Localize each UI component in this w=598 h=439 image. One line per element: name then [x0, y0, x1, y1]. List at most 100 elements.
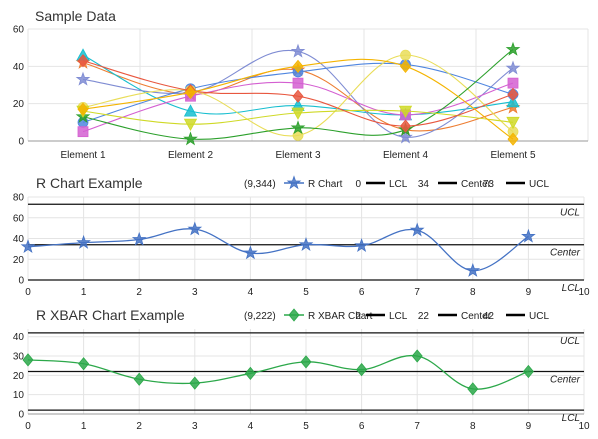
- y-tick-label: 10: [13, 390, 25, 401]
- series-line: [27, 354, 529, 390]
- series-10: [77, 58, 519, 146]
- data-point: [20, 239, 36, 254]
- y-tick-label: 40: [13, 332, 25, 343]
- legend-ucl-value: 73: [483, 179, 495, 190]
- legend-ucl-value: 42: [483, 311, 495, 322]
- x-tick-label: 1: [81, 287, 87, 298]
- y-tick-label: 40: [13, 62, 25, 73]
- legend-center-name: Center: [461, 311, 492, 322]
- y-tick-label: 20: [13, 255, 25, 266]
- data-point: [409, 222, 425, 237]
- r-chart: R Chart Example (9,344) R Chart 0 LCL 34 Cente…: [0, 168, 598, 300]
- x-tick-label: 8: [470, 421, 476, 432]
- data-point: [505, 41, 521, 56]
- x-tick-label: Element 5: [490, 150, 535, 161]
- legend-center-value: 22: [418, 311, 430, 322]
- data-point: [506, 116, 520, 130]
- x-tick-label: Element 2: [168, 150, 213, 161]
- data-point: [183, 104, 198, 117]
- x-tick-label: 2: [136, 421, 142, 432]
- data-point: [398, 105, 413, 118]
- x-tick-label: 1: [81, 421, 87, 432]
- x-tick-label: 7: [414, 421, 420, 432]
- r-chart-lcl-label: LCL: [562, 283, 580, 294]
- legend-point-info: (9,222): [244, 311, 276, 322]
- legend-point-info: (9,344): [244, 179, 276, 190]
- data-point: [183, 118, 198, 132]
- y-tick-label: 40: [13, 234, 25, 245]
- legend-center-name: Center: [461, 179, 492, 190]
- r-chart-center-label: Center: [550, 248, 581, 259]
- r-xbar-chart-series: [22, 349, 534, 396]
- y-tick-label: 20: [13, 99, 25, 110]
- r-xbar-chart-svg: R XBAR Chart Example (9,222) R XBAR Chart2…: [13, 307, 590, 432]
- series-9: [77, 54, 519, 133]
- x-tick-label: 4: [248, 421, 254, 432]
- data-point: [507, 87, 519, 101]
- data-point: [131, 231, 147, 246]
- r-chart-svg: R Chart Example (9,344) R Chart 0 LCL 34 Cente…: [13, 175, 590, 298]
- x-tick-label: 3: [192, 287, 198, 298]
- data-point: [77, 54, 89, 68]
- data-point: [398, 129, 413, 144]
- r-chart-ucl-label: UCL: [560, 207, 580, 218]
- data-point: [506, 94, 520, 108]
- data-point: [244, 366, 256, 381]
- data-point: [292, 89, 304, 103]
- y-tick-label: 60: [13, 213, 25, 224]
- r-xbar-chart: R XBAR Chart Example (9,222) R XBAR Chart 2…: [0, 300, 598, 439]
- data-point: [77, 102, 89, 116]
- data-point: [184, 85, 197, 100]
- x-tick-label: 2: [136, 287, 142, 298]
- x-tick-label: 10: [578, 421, 590, 432]
- legend-series-marker: [288, 308, 300, 322]
- data-point: [291, 107, 305, 120]
- data-point: [187, 221, 203, 236]
- data-point: [292, 59, 304, 73]
- x-tick-label: Element 4: [383, 150, 428, 161]
- data-point: [300, 355, 312, 369]
- data-point: [399, 59, 412, 73]
- y-tick-label: 80: [13, 193, 25, 204]
- data-point: [290, 43, 306, 58]
- legend-ucl-name: UCL: [529, 179, 549, 190]
- data-point: [298, 237, 314, 251]
- x-tick-label: Element 1: [60, 150, 105, 161]
- x-tick-label: 7: [414, 287, 420, 298]
- data-point: [467, 382, 479, 396]
- data-point: [243, 245, 258, 260]
- x-tick-label: 10: [578, 287, 590, 298]
- data-point: [399, 119, 412, 133]
- data-point: [354, 238, 369, 253]
- data-point: [75, 71, 91, 86]
- data-point: [133, 372, 145, 386]
- r-chart-title: R Chart Example: [36, 175, 143, 191]
- legend-ucl-name: UCL: [529, 311, 549, 322]
- x-tick-label: 6: [359, 421, 365, 432]
- sample-data-svg: Sample Data 0 20 40 60 Element 1 Element 2 Elem…: [13, 8, 589, 161]
- data-point: [77, 126, 89, 138]
- r-xbar-chart-center-label: Center: [550, 375, 581, 386]
- r-chart-series: [20, 221, 536, 277]
- x-tick-label: 0: [25, 421, 31, 432]
- x-tick-label: 5: [303, 421, 309, 432]
- data-point: [183, 131, 198, 146]
- chart-title: Sample Data: [35, 8, 116, 24]
- legend-series-marker: [286, 175, 302, 190]
- x-tick-label: 0: [25, 287, 31, 298]
- x-tick-label: 3: [192, 421, 198, 432]
- r-xbar-chart-lcl-label: LCL: [562, 413, 580, 424]
- r-xbar-chart-title: R XBAR Chart Example: [36, 307, 185, 323]
- y-tick-label: 0: [18, 410, 24, 421]
- series-line: [27, 228, 529, 272]
- data-point: [400, 49, 411, 61]
- data-point: [465, 262, 481, 277]
- x-tick-label: 9: [526, 421, 532, 432]
- sample-data-chart: Sample Data 0 20 40 60 Element 1 Element 2 Elem…: [0, 0, 598, 168]
- data-point: [411, 349, 423, 363]
- x-tick-label: 9: [526, 287, 532, 298]
- data-point: [522, 364, 534, 379]
- legend-center-value: 34: [418, 179, 430, 190]
